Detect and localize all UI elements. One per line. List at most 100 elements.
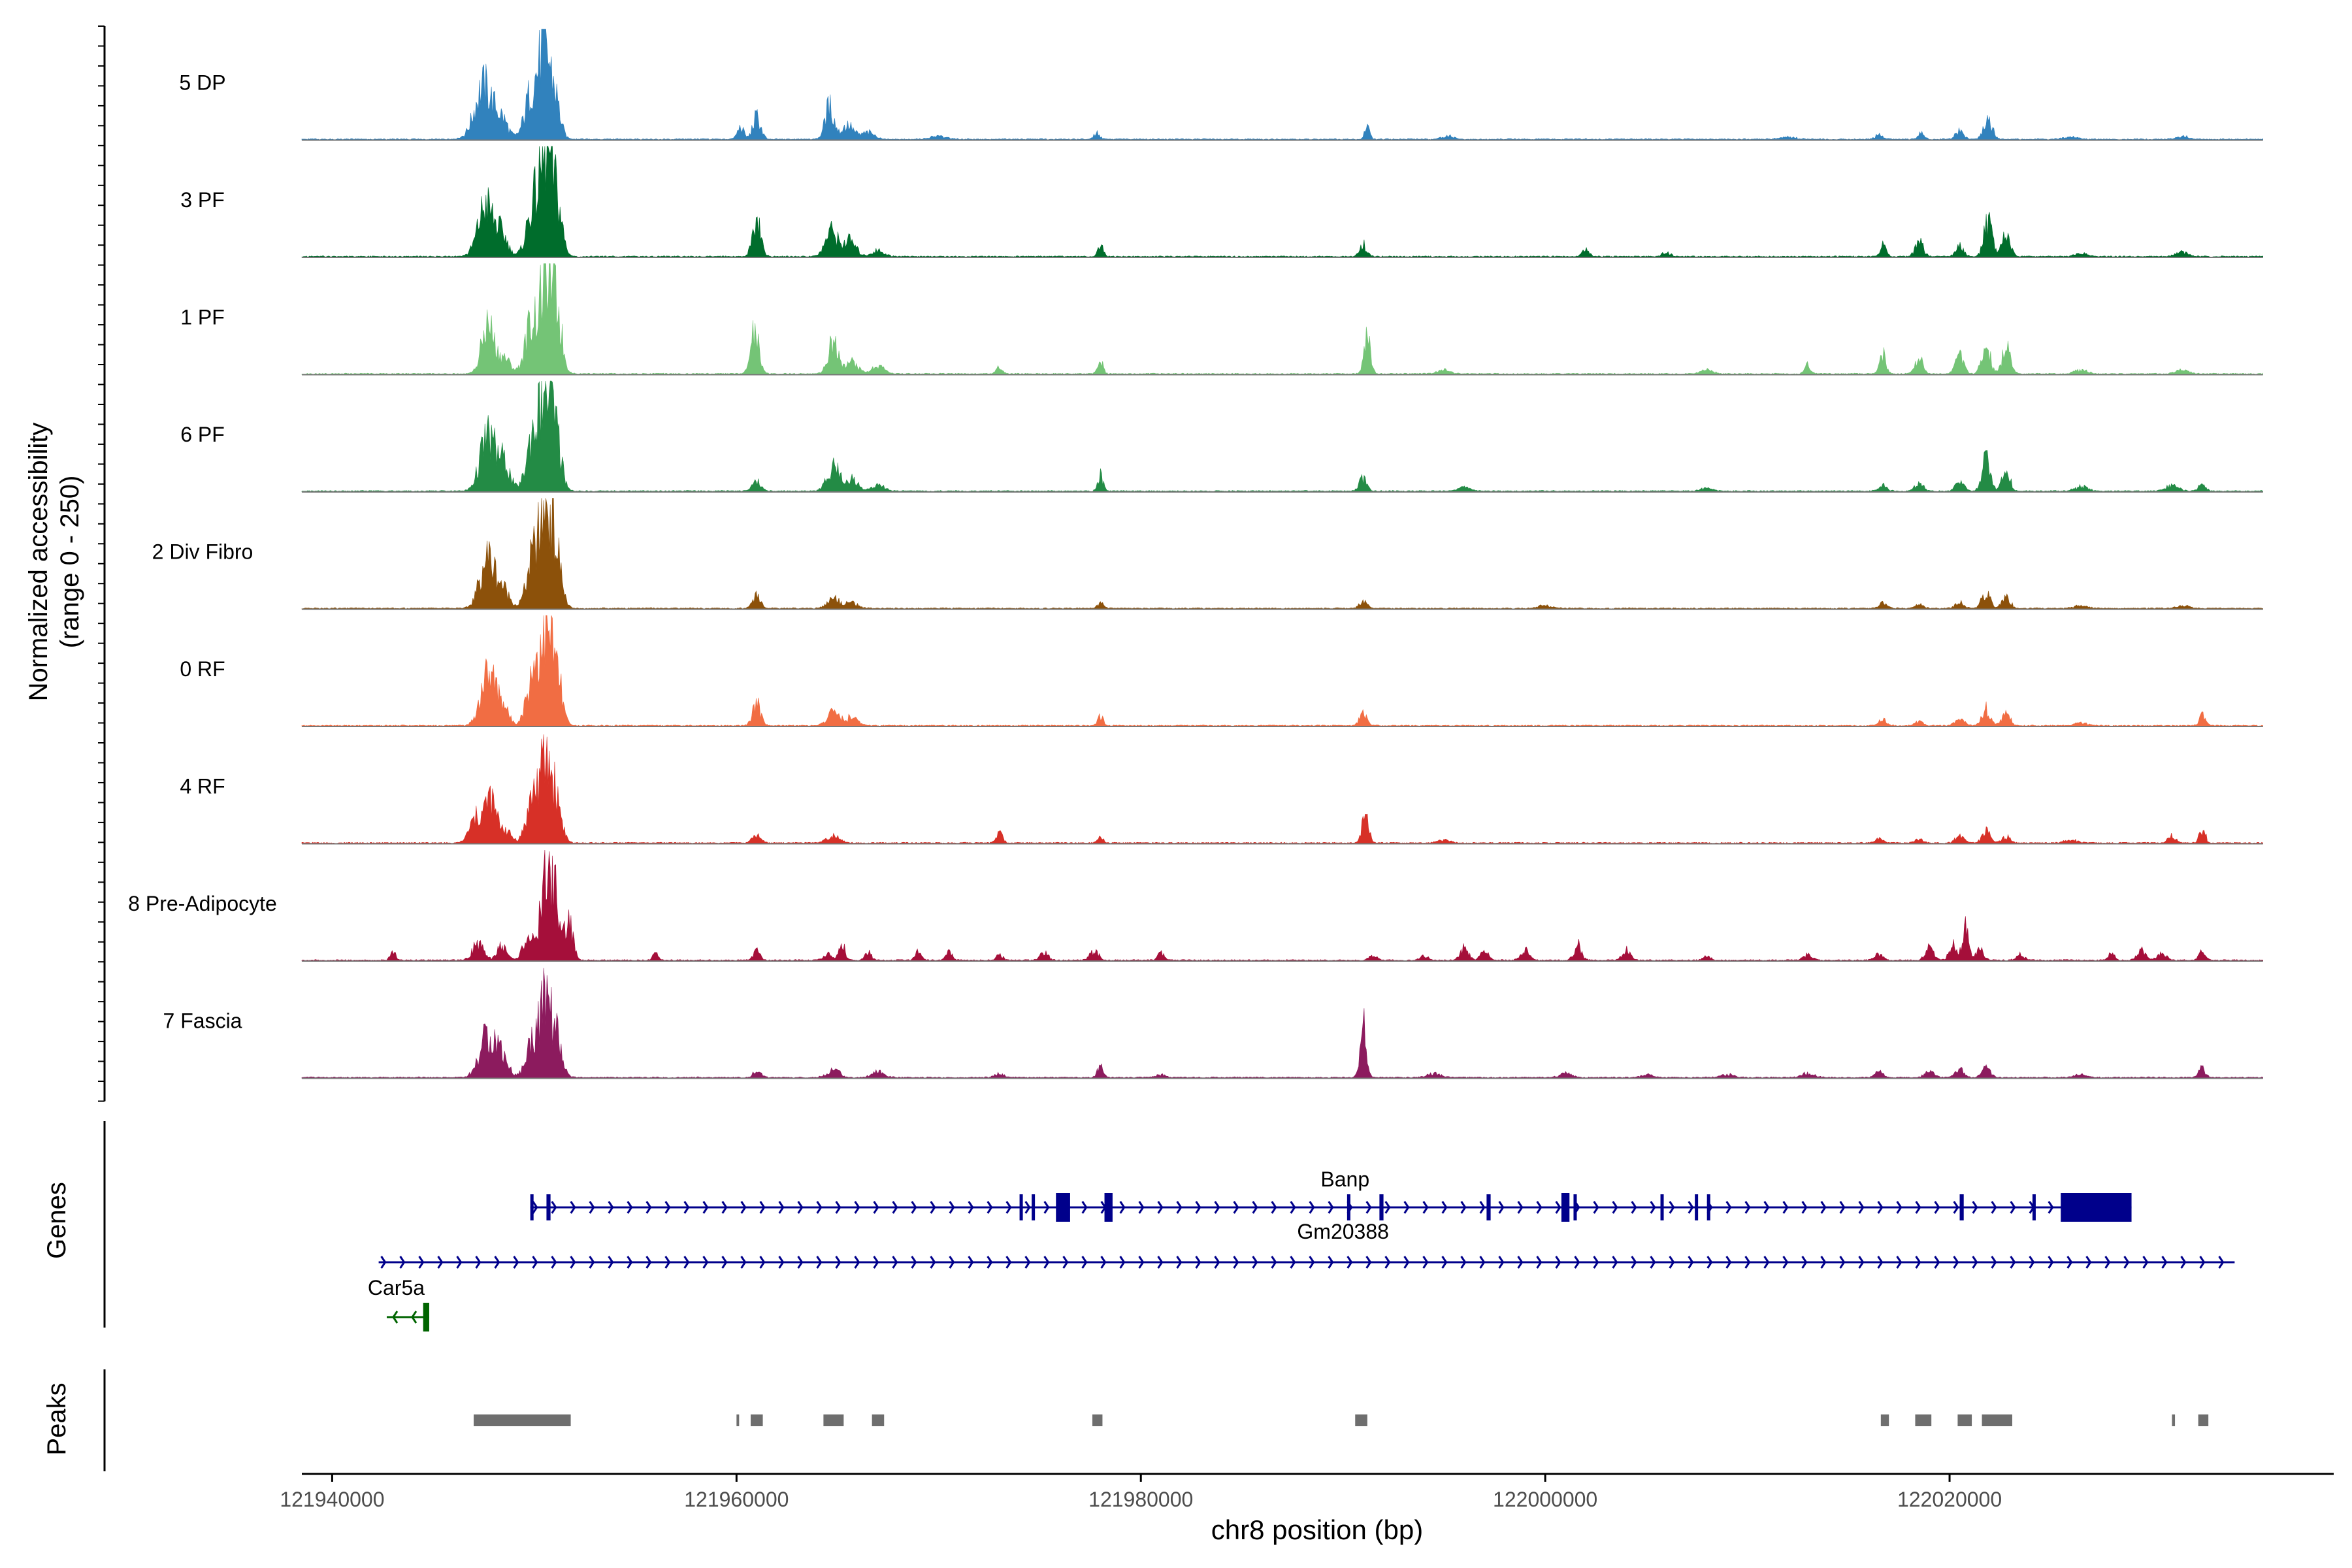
strand-arrow: [1593, 1201, 1599, 1214]
strand-arrow: [1176, 1201, 1183, 1214]
strand-arrow: [2029, 1256, 2035, 1269]
track-label: 6 PF: [180, 423, 225, 446]
strand-arrow: [949, 1201, 955, 1214]
strand-arrow: [664, 1256, 671, 1269]
strand-arrow: [1536, 1201, 1543, 1214]
strand-arrow: [1991, 1256, 1997, 1269]
strand-arrow: [1934, 1256, 1940, 1269]
strand-arrow: [1195, 1201, 1201, 1214]
strand-arrow: [1043, 1201, 1050, 1214]
strand-arrow: [1991, 1201, 1997, 1214]
peak-region: [1957, 1414, 1972, 1426]
strand-arrow: [1555, 1201, 1561, 1214]
strand-arrow: [1972, 1256, 1978, 1269]
strand-arrow: [392, 1311, 399, 1324]
strand-arrow: [778, 1201, 785, 1214]
strand-arrow: [1479, 1201, 1486, 1214]
gene-exon: [2061, 1193, 2132, 1222]
strand-arrow: [437, 1256, 444, 1269]
peak-region: [1915, 1414, 1932, 1426]
strand-arrow: [494, 1256, 500, 1269]
coverage-track-6-pf: 6 PF: [180, 380, 2263, 493]
track-label: 0 RF: [180, 657, 225, 681]
strand-arrow: [1233, 1201, 1239, 1214]
strand-arrow: [949, 1256, 955, 1269]
strand-arrow: [1422, 1201, 1429, 1214]
coverage-area: [301, 849, 2263, 962]
x-tick-label: 121960000: [684, 1488, 789, 1511]
strand-arrow: [1422, 1256, 1429, 1269]
strand-arrow: [1081, 1201, 1088, 1214]
strand-arrow: [1650, 1256, 1656, 1269]
strand-arrow: [1877, 1201, 1884, 1214]
coverage-track-4-rf: 4 RF: [180, 734, 2263, 845]
strand-arrow: [1176, 1256, 1183, 1269]
strand-arrow: [1498, 1256, 1505, 1269]
strand-arrow: [2142, 1256, 2149, 1269]
strand-arrow: [1157, 1256, 1164, 1269]
strand-arrow: [513, 1256, 519, 1269]
strand-arrow: [1062, 1256, 1069, 1269]
strand-arrow: [1801, 1201, 1808, 1214]
strand-arrow: [1744, 1256, 1751, 1269]
strand-arrow: [1915, 1256, 1921, 1269]
strand-arrow: [1271, 1256, 1277, 1269]
gene-exon: [1707, 1194, 1710, 1220]
gene-exon: [546, 1194, 551, 1220]
strand-arrow: [968, 1201, 974, 1214]
strand-arrow: [1688, 1256, 1694, 1269]
peaks-panel: [103, 1369, 2209, 1471]
strand-arrow: [1555, 1256, 1561, 1269]
genes-panel: Banp Gm20388 Car5a: [103, 1121, 2235, 1331]
strand-arrow: [1309, 1256, 1315, 1269]
strand-arrow: [1763, 1256, 1770, 1269]
strand-arrow: [2066, 1256, 2073, 1269]
strand-arrow: [778, 1256, 785, 1269]
strand-arrow: [608, 1201, 614, 1214]
strand-arrow: [1290, 1256, 1296, 1269]
peak-region: [2198, 1414, 2209, 1426]
coverage-track-1-pf: 1 PF: [180, 263, 2263, 376]
strand-arrow: [1631, 1201, 1637, 1214]
track-label: 7 Fascia: [163, 1009, 242, 1033]
strand-arrow: [2010, 1256, 2016, 1269]
strand-arrow: [1441, 1256, 1448, 1269]
strand-arrow: [1725, 1201, 1732, 1214]
strand-arrow: [2085, 1256, 2092, 1269]
gene-exon: [1660, 1194, 1664, 1220]
strand-arrow: [1839, 1201, 1846, 1214]
gene-car5a: Car5a: [368, 1276, 429, 1331]
strand-arrow: [1612, 1256, 1618, 1269]
strand-arrow: [1233, 1256, 1239, 1269]
x-tick-label: 121940000: [280, 1488, 384, 1511]
x-tick-label: 122000000: [1493, 1488, 1597, 1511]
strand-arrow: [740, 1201, 747, 1214]
strand-arrow: [1403, 1256, 1410, 1269]
coverage-track-3-pf: 3 PF: [180, 146, 2263, 258]
strand-arrow: [1138, 1256, 1145, 1269]
strand-arrow: [835, 1201, 841, 1214]
coverage-track-8-pre-adipocyte: 8 Pre-Adipocyte: [128, 849, 2263, 962]
strand-arrow: [1517, 1201, 1524, 1214]
strand-arrow: [1915, 1201, 1921, 1214]
strand-arrow: [1953, 1256, 1959, 1269]
peak-region: [823, 1414, 844, 1426]
strand-arrow: [627, 1256, 633, 1269]
strand-arrow: [1744, 1201, 1751, 1214]
strand-arrow: [721, 1201, 728, 1214]
strand-arrow: [1195, 1256, 1201, 1269]
coverage-area: [301, 380, 2263, 493]
strand-arrow: [740, 1256, 747, 1269]
strand-arrow: [1290, 1201, 1296, 1214]
strand-arrow: [1650, 1201, 1656, 1214]
strand-arrow: [1953, 1201, 1959, 1214]
gene-exon: [530, 1194, 534, 1220]
gene-exon: [1959, 1194, 1964, 1220]
gene-exon: [2032, 1194, 2036, 1220]
strand-arrow: [1252, 1256, 1258, 1269]
coverage-area: [301, 29, 2263, 140]
strand-arrow: [1365, 1201, 1372, 1214]
strand-arrow: [1347, 1256, 1353, 1269]
peak-region: [474, 1414, 571, 1426]
strand-arrow: [1896, 1201, 1903, 1214]
